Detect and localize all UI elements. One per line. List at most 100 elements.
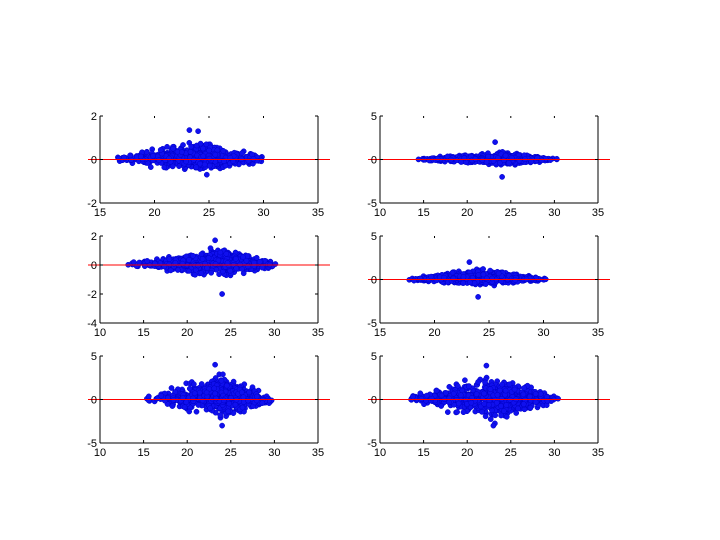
data-point (203, 389, 210, 396)
data-point (207, 405, 214, 412)
data-point (454, 409, 460, 415)
x-tick-label: 20 (428, 327, 440, 339)
data-point (480, 271, 487, 278)
data-point (532, 399, 539, 405)
x-tick-label: 30 (537, 327, 549, 339)
data-point (479, 409, 485, 415)
data-point (164, 143, 170, 150)
data-point (198, 251, 205, 258)
data-point (537, 391, 544, 397)
y-tick-label: 0 (371, 155, 377, 167)
data-point (481, 401, 488, 407)
data-point (197, 140, 204, 147)
y-tick-label: -5 (367, 438, 377, 450)
data-point (205, 255, 212, 261)
data-point (490, 157, 497, 164)
y-tick-label: -2 (87, 289, 97, 301)
data-point (212, 261, 219, 267)
data-point (471, 280, 478, 286)
data-point (492, 412, 499, 419)
data-point (156, 157, 162, 163)
data-point (232, 256, 239, 262)
data-point (526, 393, 533, 400)
data-point (487, 386, 494, 392)
data-point (221, 397, 227, 404)
data-point (547, 157, 554, 163)
subplot-6: 10 15 20 25 30 35-505 (367, 351, 610, 459)
data-point (475, 272, 482, 278)
data-point (486, 402, 492, 408)
data-point (450, 390, 457, 397)
x-tick-label: 35 (312, 327, 324, 339)
data-point (506, 381, 513, 388)
data-point (243, 257, 250, 264)
data-point (196, 389, 203, 396)
data-point (193, 408, 200, 415)
data-point (233, 265, 240, 272)
data-point (475, 379, 481, 385)
x-tick-label: 25 (505, 447, 517, 459)
data-point (201, 161, 208, 168)
x-tick-label: 25 (225, 327, 237, 339)
data-point (434, 155, 441, 162)
x-tick-label: 20 (148, 207, 160, 219)
x-tick-label: 15 (137, 447, 149, 459)
data-point (462, 377, 468, 384)
data-point (502, 387, 509, 394)
data-point (417, 275, 423, 282)
data-point (253, 393, 260, 400)
outlier-point (483, 362, 490, 369)
x-tick-label: 30 (548, 207, 560, 219)
x-tick-label: 35 (312, 207, 324, 219)
outlier-point (475, 294, 481, 300)
x-tick-label: 15 (417, 447, 429, 459)
data-point (498, 412, 504, 419)
data-point (516, 157, 523, 164)
data-point (505, 160, 512, 166)
data-point (495, 270, 502, 277)
data-point (158, 392, 165, 399)
data-point (220, 371, 226, 378)
data-point (198, 381, 205, 387)
x-tick-label: 35 (592, 207, 604, 219)
data-point (213, 395, 219, 402)
data-point (239, 404, 246, 411)
data-point (223, 382, 230, 389)
data-point (204, 265, 210, 271)
data-point (487, 416, 494, 422)
data-point (245, 397, 251, 404)
x-tick-label: 35 (312, 447, 324, 459)
data-point (446, 383, 453, 390)
data-point (186, 257, 192, 263)
data-point (161, 164, 168, 171)
data-point (220, 148, 227, 154)
y-tick-label: 0 (91, 155, 97, 167)
data-point (259, 400, 266, 406)
data-point (186, 408, 193, 415)
data-point (553, 155, 560, 162)
data-point (218, 377, 225, 384)
data-point (473, 391, 480, 397)
data-point (178, 149, 185, 155)
x-tick-label: 35 (592, 327, 604, 339)
data-point (141, 263, 148, 270)
outlier-point (219, 291, 225, 297)
data-point (195, 402, 202, 408)
data-point (212, 390, 218, 397)
x-tick-label: 20 (181, 447, 193, 459)
data-point (482, 413, 489, 420)
data-point (503, 402, 510, 408)
data-point (166, 256, 173, 262)
data-point (238, 389, 245, 396)
data-point (227, 267, 234, 274)
data-point (417, 390, 424, 397)
data-point (127, 152, 133, 159)
y-tick-label: 2 (91, 231, 97, 243)
data-point (225, 408, 232, 415)
data-point (200, 153, 207, 160)
data-point (188, 143, 194, 150)
outlier-point (490, 422, 497, 429)
data-point (168, 385, 175, 391)
data-point (187, 149, 194, 155)
data-point (253, 254, 260, 261)
